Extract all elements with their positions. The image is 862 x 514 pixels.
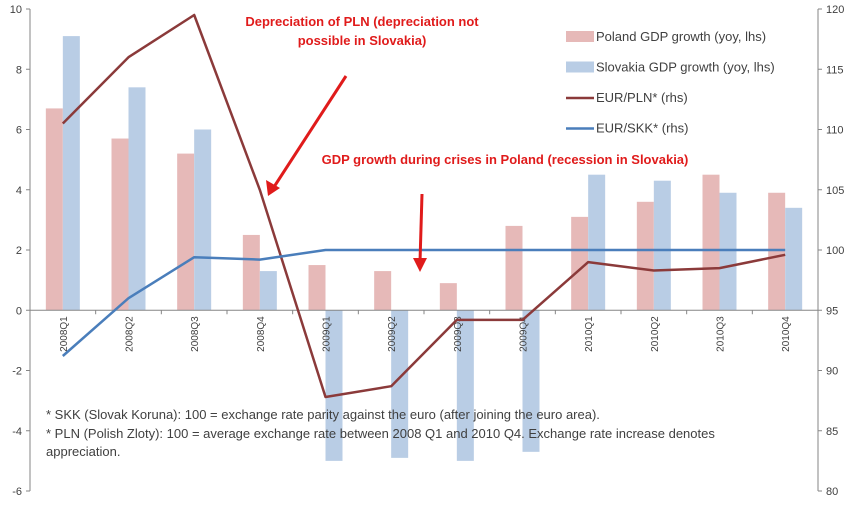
annotation-arrowhead-gdp (413, 258, 427, 272)
y-right-tick-label-110: 110 (826, 125, 844, 137)
bar-slovakia-2008Q2 (128, 87, 146, 311)
bar-layer (45, 36, 803, 461)
bar-slovakia-2009Q3 (456, 310, 474, 461)
axes-layer: -6 -4 -2 0 2 4 6 8 10 80 85 90 95 100 105 110 115 120 (10, 4, 845, 498)
line-eur-pln (61, 13, 786, 399)
y-right-tick-label-115: 115 (826, 64, 844, 76)
legend-label-slovakia-gdp: Slovakia GDP growth (yoy, lhs) (596, 60, 775, 75)
y-right-tick-label-120: 120 (826, 4, 844, 16)
annotation-pln-depreciation-line2: possible in Slovakia) (298, 33, 427, 48)
y-left-tick-label-4: 4 (16, 185, 22, 197)
bar-poland-2009Q1 (308, 265, 326, 311)
annotation-gdp-growth-crises: GDP growth during crises in Poland (rece… (322, 152, 689, 167)
bar-poland-2009Q4 (505, 225, 523, 311)
y-left-tick-label--6: -6 (12, 486, 22, 498)
footnote-pln-continued: appreciation. (46, 444, 120, 459)
x-tick-label-2008Q3: 2008Q3 (190, 316, 201, 352)
annotations-layer: Depreciation of PLN (depreciation not po… (245, 14, 688, 272)
annotation-pln-depreciation-line1: Depreciation of PLN (depreciation not (245, 14, 479, 29)
legend-label-poland-gdp: Poland GDP growth (yoy, lhs) (596, 29, 766, 44)
legend-label-eur-pln: EUR/PLN* (rhs) (596, 90, 688, 105)
bar-slovakia-2009Q2 (391, 310, 409, 458)
line-eur-skk (61, 248, 786, 357)
category-labels-layer: 2008Q1 2008Q2 2008Q3 2008Q4 2009Q1 2009Q2 2009… (59, 316, 792, 352)
footnote-skk: * SKK (Slovak Koruna): 100 = exchange ra… (46, 407, 600, 422)
bar-slovakia-2010Q1 (588, 174, 606, 311)
y-right-tick-label-85: 85 (826, 426, 838, 438)
y-right-tick-label-105: 105 (826, 185, 844, 197)
x-tick-label-2008Q2: 2008Q2 (125, 316, 136, 352)
y-left-tick-label-6: 6 (16, 125, 22, 137)
bar-poland-2009Q2 (374, 271, 392, 311)
footnotes: * SKK (Slovak Koruna): 100 = exchange ra… (46, 407, 715, 459)
bar-slovakia-2008Q4 (259, 271, 277, 311)
bar-slovakia-2010Q4 (785, 207, 803, 311)
bar-slovakia-2008Q3 (194, 129, 212, 311)
annotation-arrowhead-depreciation (266, 180, 280, 196)
x-tick-label-2009Q3: 2009Q3 (453, 316, 464, 352)
bar-slovakia-2009Q1 (325, 310, 343, 461)
x-tick-label-2010Q4: 2010Q4 (781, 316, 792, 352)
bar-poland-2008Q3 (177, 153, 195, 311)
bar-slovakia-2008Q1 (62, 36, 80, 311)
bar-poland-2010Q4 (768, 192, 786, 311)
bar-poland-2008Q1 (45, 108, 63, 311)
x-tick-label-2009Q2: 2009Q2 (387, 316, 398, 352)
y-left-tick-label-0: 0 (16, 305, 22, 317)
y-left-tick-label-2: 2 (16, 245, 22, 257)
footnote-pln: * PLN (Polish Zloty): 100 = average exch… (46, 426, 715, 441)
annotation-arrow-gdp (418, 193, 424, 263)
line-layer (61, 13, 786, 399)
legend: Poland GDP growth (yoy, lhs) Slovakia GDP… (566, 29, 775, 136)
x-tick-label-2010Q2: 2010Q2 (650, 316, 661, 352)
bar-poland-2010Q2 (636, 201, 654, 311)
y-right-tick-label-95: 95 (826, 305, 838, 317)
bar-slovakia-2010Q2 (653, 180, 671, 311)
annotation-arrow-depreciation (270, 75, 348, 191)
x-tick-label-2009Q4: 2009Q4 (519, 316, 530, 352)
y-right-tick-label-90: 90 (826, 366, 838, 378)
y-right-tick-label-80: 80 (826, 486, 838, 498)
x-tick-label-2010Q1: 2010Q1 (584, 316, 595, 352)
y-right-tick-label-100: 100 (826, 245, 844, 257)
x-tick-label-2009Q1: 2009Q1 (322, 316, 333, 352)
legend-label-eur-skk: EUR/SKK* (rhs) (596, 121, 688, 136)
bar-slovakia-2009Q4 (522, 310, 540, 452)
legend-swatch-slovakia-gdp (566, 61, 594, 73)
bar-slovakia-2010Q3 (719, 192, 737, 311)
bar-poland-2009Q3 (439, 283, 457, 311)
y-left-tick-label-10: 10 (10, 4, 22, 16)
bar-poland-2008Q4 (242, 234, 260, 311)
bar-poland-2008Q2 (111, 138, 129, 311)
x-tick-label-2008Q1: 2008Q1 (59, 316, 70, 352)
x-tick-label-2008Q4: 2008Q4 (256, 316, 267, 352)
y-left-tick-label-8: 8 (16, 64, 22, 76)
bar-poland-2010Q1 (571, 216, 589, 311)
bar-poland-2010Q3 (702, 174, 720, 311)
y-left-tick-label--4: -4 (12, 426, 22, 438)
x-tick-label-2010Q3: 2010Q3 (716, 316, 727, 352)
y-left-tick-label--2: -2 (12, 366, 22, 378)
legend-swatch-poland-gdp (566, 31, 594, 42)
